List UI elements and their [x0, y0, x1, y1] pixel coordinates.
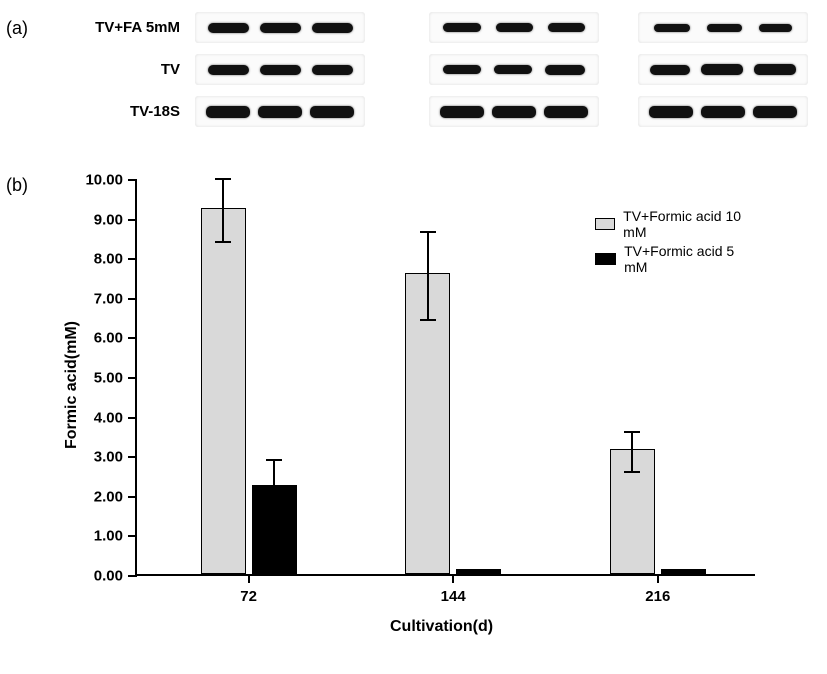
gel-row-label: TV+FA 5mM — [60, 19, 180, 36]
gel-band — [443, 23, 481, 32]
x-tick — [657, 574, 659, 583]
errorbar-cap — [215, 178, 231, 180]
y-tick-label: 0.00 — [94, 568, 123, 585]
panel-b-label: (b) — [6, 175, 28, 196]
y-tick — [128, 456, 137, 458]
gel-lane-group — [429, 12, 599, 43]
errorbar-line — [631, 431, 633, 471]
gel-lane-group — [195, 12, 365, 43]
gel-band — [260, 23, 301, 33]
y-tick — [128, 535, 137, 537]
x-tick-label: 72 — [240, 588, 257, 605]
legend-item: TV+Formic acid 10 mM — [595, 208, 755, 240]
y-tick-label: 9.00 — [94, 211, 123, 228]
gel-band — [208, 23, 249, 33]
errorbar-cap — [420, 231, 436, 233]
legend-label: TV+Formic acid 5 mM — [624, 243, 755, 275]
gel-band — [208, 65, 249, 75]
y-tick — [128, 377, 137, 379]
plot-area: 0.001.002.003.004.005.006.007.008.009.00… — [135, 180, 755, 576]
x-tick-label: 144 — [441, 588, 466, 605]
legend-label: TV+Formic acid 10 mM — [623, 208, 755, 240]
gel-band — [701, 64, 743, 75]
errorbar-cap — [215, 241, 231, 243]
x-axis-label: Cultivation(d) — [390, 618, 493, 636]
gel-lane-group — [638, 96, 808, 127]
gel-band — [544, 106, 588, 118]
gel-panel: TV+FA 5mM TV TV-18S — [0, 0, 827, 150]
gel-lane-group — [195, 96, 365, 127]
gel-band — [494, 65, 532, 74]
x-tick — [452, 574, 454, 583]
bar — [201, 208, 246, 574]
gel-band — [312, 65, 353, 75]
gel-band — [753, 106, 797, 118]
gel-lane-group — [429, 54, 599, 85]
gel-band — [707, 24, 742, 32]
gel-lane-group — [638, 54, 808, 85]
gel-band — [650, 65, 690, 75]
y-tick-label: 2.00 — [94, 488, 123, 505]
y-tick-label: 8.00 — [94, 251, 123, 268]
errorbar-cap — [266, 515, 282, 517]
gel-band — [206, 106, 250, 118]
legend-swatch — [595, 253, 616, 265]
errorbar-cap — [624, 471, 640, 473]
errorbar-line — [273, 459, 275, 514]
errorbar-cap — [266, 459, 282, 461]
errorbar-cap — [471, 569, 487, 571]
y-tick — [128, 219, 137, 221]
legend-item: TV+Formic acid 5 mM — [595, 243, 755, 275]
gel-band — [310, 106, 354, 118]
y-tick-label: 7.00 — [94, 290, 123, 307]
y-tick — [128, 496, 137, 498]
gel-lane-group — [195, 54, 365, 85]
errorbar-line — [222, 178, 224, 241]
y-tick — [128, 298, 137, 300]
x-tick-label: 216 — [645, 588, 670, 605]
gel-band — [759, 24, 792, 32]
legend: TV+Formic acid 10 mMTV+Formic acid 5 mM — [595, 208, 755, 278]
y-tick — [128, 337, 137, 339]
gel-band — [649, 106, 693, 118]
gel-band — [443, 65, 481, 74]
errorbar-cap — [420, 319, 436, 321]
gel-band — [260, 65, 301, 75]
chart-panel: 0.00 1.00 2.00 3.00 4.00 5.00 6.00 7.00 8.00 9.00… — [40, 170, 790, 650]
gel-row-label: TV-18S — [60, 103, 180, 120]
gel-band — [496, 23, 533, 32]
y-tick-label: 4.00 — [94, 409, 123, 426]
gel-row-label: TV — [60, 61, 180, 78]
errorbar-cap — [624, 431, 640, 433]
y-tick — [128, 417, 137, 419]
errorbar-line — [427, 231, 429, 318]
gel-band — [440, 106, 484, 118]
gel-band — [545, 65, 585, 75]
y-tick — [128, 575, 137, 577]
y-tick-label: 6.00 — [94, 330, 123, 347]
gel-lane-group — [638, 12, 808, 43]
gel-band — [312, 23, 353, 33]
y-tick-label: 5.00 — [94, 370, 123, 387]
y-tick — [128, 179, 137, 181]
legend-swatch — [595, 218, 615, 230]
y-axis-label: Formic acid(mM) — [63, 321, 81, 449]
gel-band — [754, 64, 796, 75]
gel-band — [492, 106, 536, 118]
y-tick-label: 1.00 — [94, 528, 123, 545]
y-tick — [128, 258, 137, 260]
x-tick — [248, 574, 250, 583]
gel-lane-group — [429, 96, 599, 127]
gel-band — [548, 23, 585, 32]
errorbar-cap — [471, 574, 487, 576]
gel-band — [654, 24, 690, 32]
bar — [661, 569, 706, 574]
y-tick-label: 10.00 — [85, 172, 123, 189]
gel-band — [258, 106, 302, 118]
gel-band — [701, 106, 745, 118]
y-tick-label: 3.00 — [94, 449, 123, 466]
